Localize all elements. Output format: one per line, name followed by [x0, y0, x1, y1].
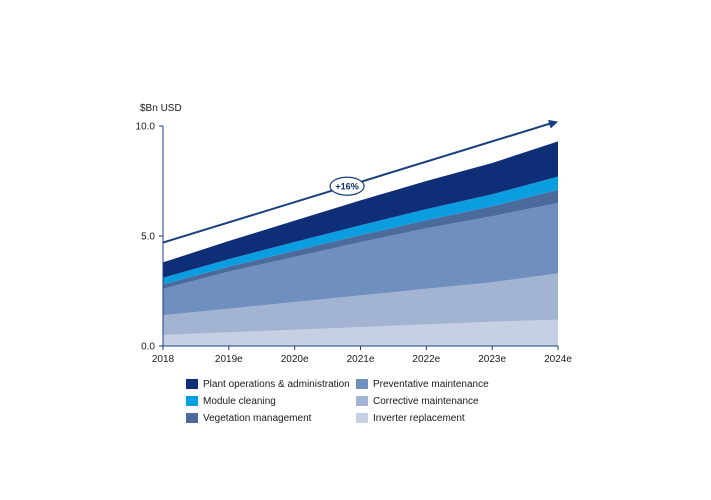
area-series-corrective-maintenance [163, 273, 558, 335]
area-series-inverter-replacement [163, 319, 558, 346]
legend-swatch [356, 379, 368, 389]
legend-label: Vegetation management [203, 412, 312, 424]
x-tick-label: 2021e [347, 354, 375, 365]
x-tick-label: 2024e [544, 354, 572, 365]
legend-swatch [356, 413, 368, 423]
cagr-label: +16% [335, 181, 358, 191]
legend-label: Corrective maintenance [373, 395, 479, 407]
legend-swatch [186, 396, 198, 406]
legend-label: Inverter replacement [373, 412, 465, 424]
growth-arrow-head [548, 119, 558, 129]
growth-annotation: +16% [162, 119, 558, 244]
legend-item: Inverter replacement [356, 410, 526, 426]
legend-swatch [186, 379, 198, 389]
legend-item: Vegetation management [186, 410, 356, 426]
x-tick-label: 2020e [281, 354, 309, 365]
x-tick-label: 2022e [412, 354, 440, 365]
legend-item: Module cleaning [186, 393, 356, 409]
legend-item: Preventative maintenance [356, 376, 526, 392]
area-series-vegetation-management [163, 189, 558, 289]
legend-item: Corrective maintenance [356, 393, 526, 409]
area-series-group [163, 141, 558, 346]
area-series-plant-operations-administration [163, 141, 558, 278]
y-tick-label: 5.0 [141, 232, 155, 243]
legend: Plant operations & administration Prevent… [186, 376, 526, 426]
x-tick-label: 2023e [478, 354, 506, 365]
legend-item: Plant operations & administration [186, 376, 356, 392]
y-tick-label: 0.0 [141, 342, 155, 353]
unit-label: $Bn USD [140, 103, 182, 114]
legend-label: Plant operations & administration [203, 378, 350, 390]
area-series-preventative-maintenance [163, 203, 558, 316]
y-tick-label: 10.0 [136, 122, 156, 133]
legend-label: Module cleaning [203, 395, 276, 407]
axes-group: 0.0 5.0 10.0 2018 2019e 2020e 2021e 2022e 2023e 2… [136, 122, 573, 366]
cagr-badge [329, 176, 365, 196]
x-tick-label: 2019e [215, 354, 243, 365]
x-tick-label: 2018 [152, 354, 175, 365]
area-series-module-cleaning [163, 176, 558, 285]
legend-swatch [186, 413, 198, 423]
legend-label: Preventative maintenance [373, 378, 489, 390]
legend-swatch [356, 396, 368, 406]
